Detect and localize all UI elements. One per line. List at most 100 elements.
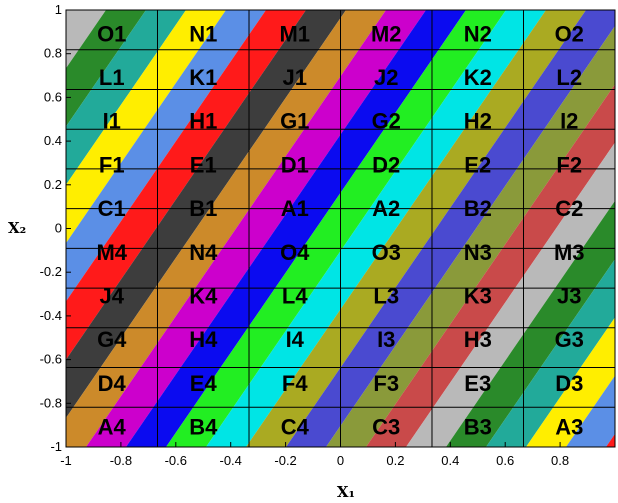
cell-label: O3 — [372, 240, 401, 265]
y-tick-label: 1 — [55, 2, 62, 17]
cell-label: B4 — [189, 415, 218, 440]
cell-label: N2 — [464, 21, 492, 46]
y-tick-label: -1 — [50, 439, 62, 454]
region-band — [366, 84, 615, 447]
cell-label: H1 — [189, 109, 217, 134]
cell-label: C1 — [98, 196, 126, 221]
cell-label: G3 — [555, 327, 584, 352]
cell-label: B2 — [464, 196, 492, 221]
cell-label: H2 — [464, 109, 492, 134]
x-axis-ticks: -1 -0.8 -0.6 -0.4 -0.2 0 0.2 0.4 0.6 0.8 — [60, 442, 569, 468]
region-band — [126, 10, 466, 447]
cell-label: F3 — [373, 371, 399, 396]
cell-label: J4 — [100, 283, 125, 308]
cell-label: E1 — [190, 152, 217, 177]
cell-label: O4 — [280, 240, 310, 265]
cell-label: M1 — [279, 21, 310, 46]
y-tick-label: 0.4 — [44, 133, 62, 148]
cell-label: I4 — [286, 327, 305, 352]
region-band — [526, 317, 615, 447]
cell-label: H4 — [189, 327, 218, 352]
cell-label: G1 — [280, 109, 309, 134]
cell-label: O1 — [97, 21, 126, 46]
cell-label: G2 — [372, 109, 401, 134]
x-tick-label: -0.6 — [165, 453, 187, 468]
region-band — [286, 10, 615, 447]
cell-label: K3 — [464, 283, 492, 308]
cell-label: F1 — [99, 152, 125, 177]
colored-regions — [66, 10, 615, 447]
cell-label: A3 — [555, 415, 583, 440]
x-tick-label: 0.4 — [441, 453, 459, 468]
cell-label: E2 — [464, 152, 491, 177]
cell-label: A1 — [281, 196, 309, 221]
y-axis-ticks: -1 -0.8 -0.6 -0.4 -0.2 0 0.2 0.4 0.6 0.8 1 — [40, 2, 71, 454]
cell-label: I3 — [377, 327, 395, 352]
cell-label: K1 — [189, 65, 217, 90]
x-tick-label: -0.2 — [274, 453, 296, 468]
region-band — [166, 10, 506, 447]
cell-label: M2 — [371, 21, 402, 46]
region-band — [326, 26, 615, 447]
cell-label: O2 — [555, 21, 584, 46]
cell-label: C3 — [372, 415, 400, 440]
cell-label: B1 — [189, 196, 217, 221]
cell-label: E4 — [190, 371, 218, 396]
x-tick-label: 0.2 — [386, 453, 404, 468]
cell-label: J1 — [283, 65, 307, 90]
y-tick-label: -0.6 — [40, 352, 62, 367]
y-tick-label: 0 — [55, 221, 62, 236]
x-tick-label: 0.8 — [551, 453, 569, 468]
cell-label: I2 — [560, 109, 578, 134]
region-band — [406, 142, 615, 447]
cell-label: N1 — [189, 21, 217, 46]
cell-label: C2 — [555, 196, 583, 221]
region-band — [486, 259, 615, 447]
cell-label: K2 — [464, 65, 492, 90]
y-tick-label: -0.8 — [40, 395, 62, 410]
cell-label: L2 — [556, 65, 582, 90]
region-band — [66, 10, 386, 447]
cell-label: L3 — [373, 283, 399, 308]
y-tick-label: 0.2 — [44, 177, 62, 192]
cell-label: B3 — [464, 415, 492, 440]
region-band — [206, 10, 546, 447]
cell-label: L1 — [99, 65, 125, 90]
cell-label: F4 — [282, 371, 308, 396]
cell-label: D1 — [281, 152, 309, 177]
y-axis-title: X₂ — [8, 219, 26, 237]
cell-label: N4 — [189, 240, 218, 265]
cell-label: A2 — [372, 196, 400, 221]
cell-label: A4 — [98, 415, 127, 440]
cell-label: J2 — [374, 65, 398, 90]
cell-label: F2 — [556, 152, 582, 177]
cell-label: C4 — [281, 415, 310, 440]
region-band — [566, 375, 615, 447]
y-tick-label: 0.6 — [44, 89, 62, 104]
cell-label: K4 — [189, 283, 218, 308]
cell-label: M3 — [554, 240, 585, 265]
x-tick-label: -0.8 — [110, 453, 132, 468]
cell-label: L4 — [282, 283, 308, 308]
x-tick-label: -1 — [60, 453, 72, 468]
cell-label: I1 — [103, 109, 121, 134]
cell-label: J3 — [557, 283, 581, 308]
x-tick-label: -0.4 — [219, 453, 241, 468]
cell-label: D4 — [98, 371, 127, 396]
cell-label: M4 — [96, 240, 127, 265]
x-axis-title: X₁ — [337, 483, 355, 501]
y-tick-label: -0.2 — [40, 264, 62, 279]
cell-label: H3 — [464, 327, 492, 352]
region-band — [606, 433, 615, 447]
cell-labels: O1 N1 M1 M2 N2 O2 L1 K1 J1 J2 K2 L2 I1 H1 G1 G2 H2 I2 F1 E1… — [96, 21, 584, 439]
region-band — [246, 10, 586, 447]
cell-label: N3 — [464, 240, 492, 265]
cell-label: D2 — [372, 152, 400, 177]
cell-label: D3 — [555, 371, 583, 396]
x-tick-label: 0.6 — [496, 453, 514, 468]
y-tick-label: 0.8 — [44, 46, 62, 61]
region-band — [446, 200, 615, 447]
x-tick-label: 0 — [337, 453, 344, 468]
